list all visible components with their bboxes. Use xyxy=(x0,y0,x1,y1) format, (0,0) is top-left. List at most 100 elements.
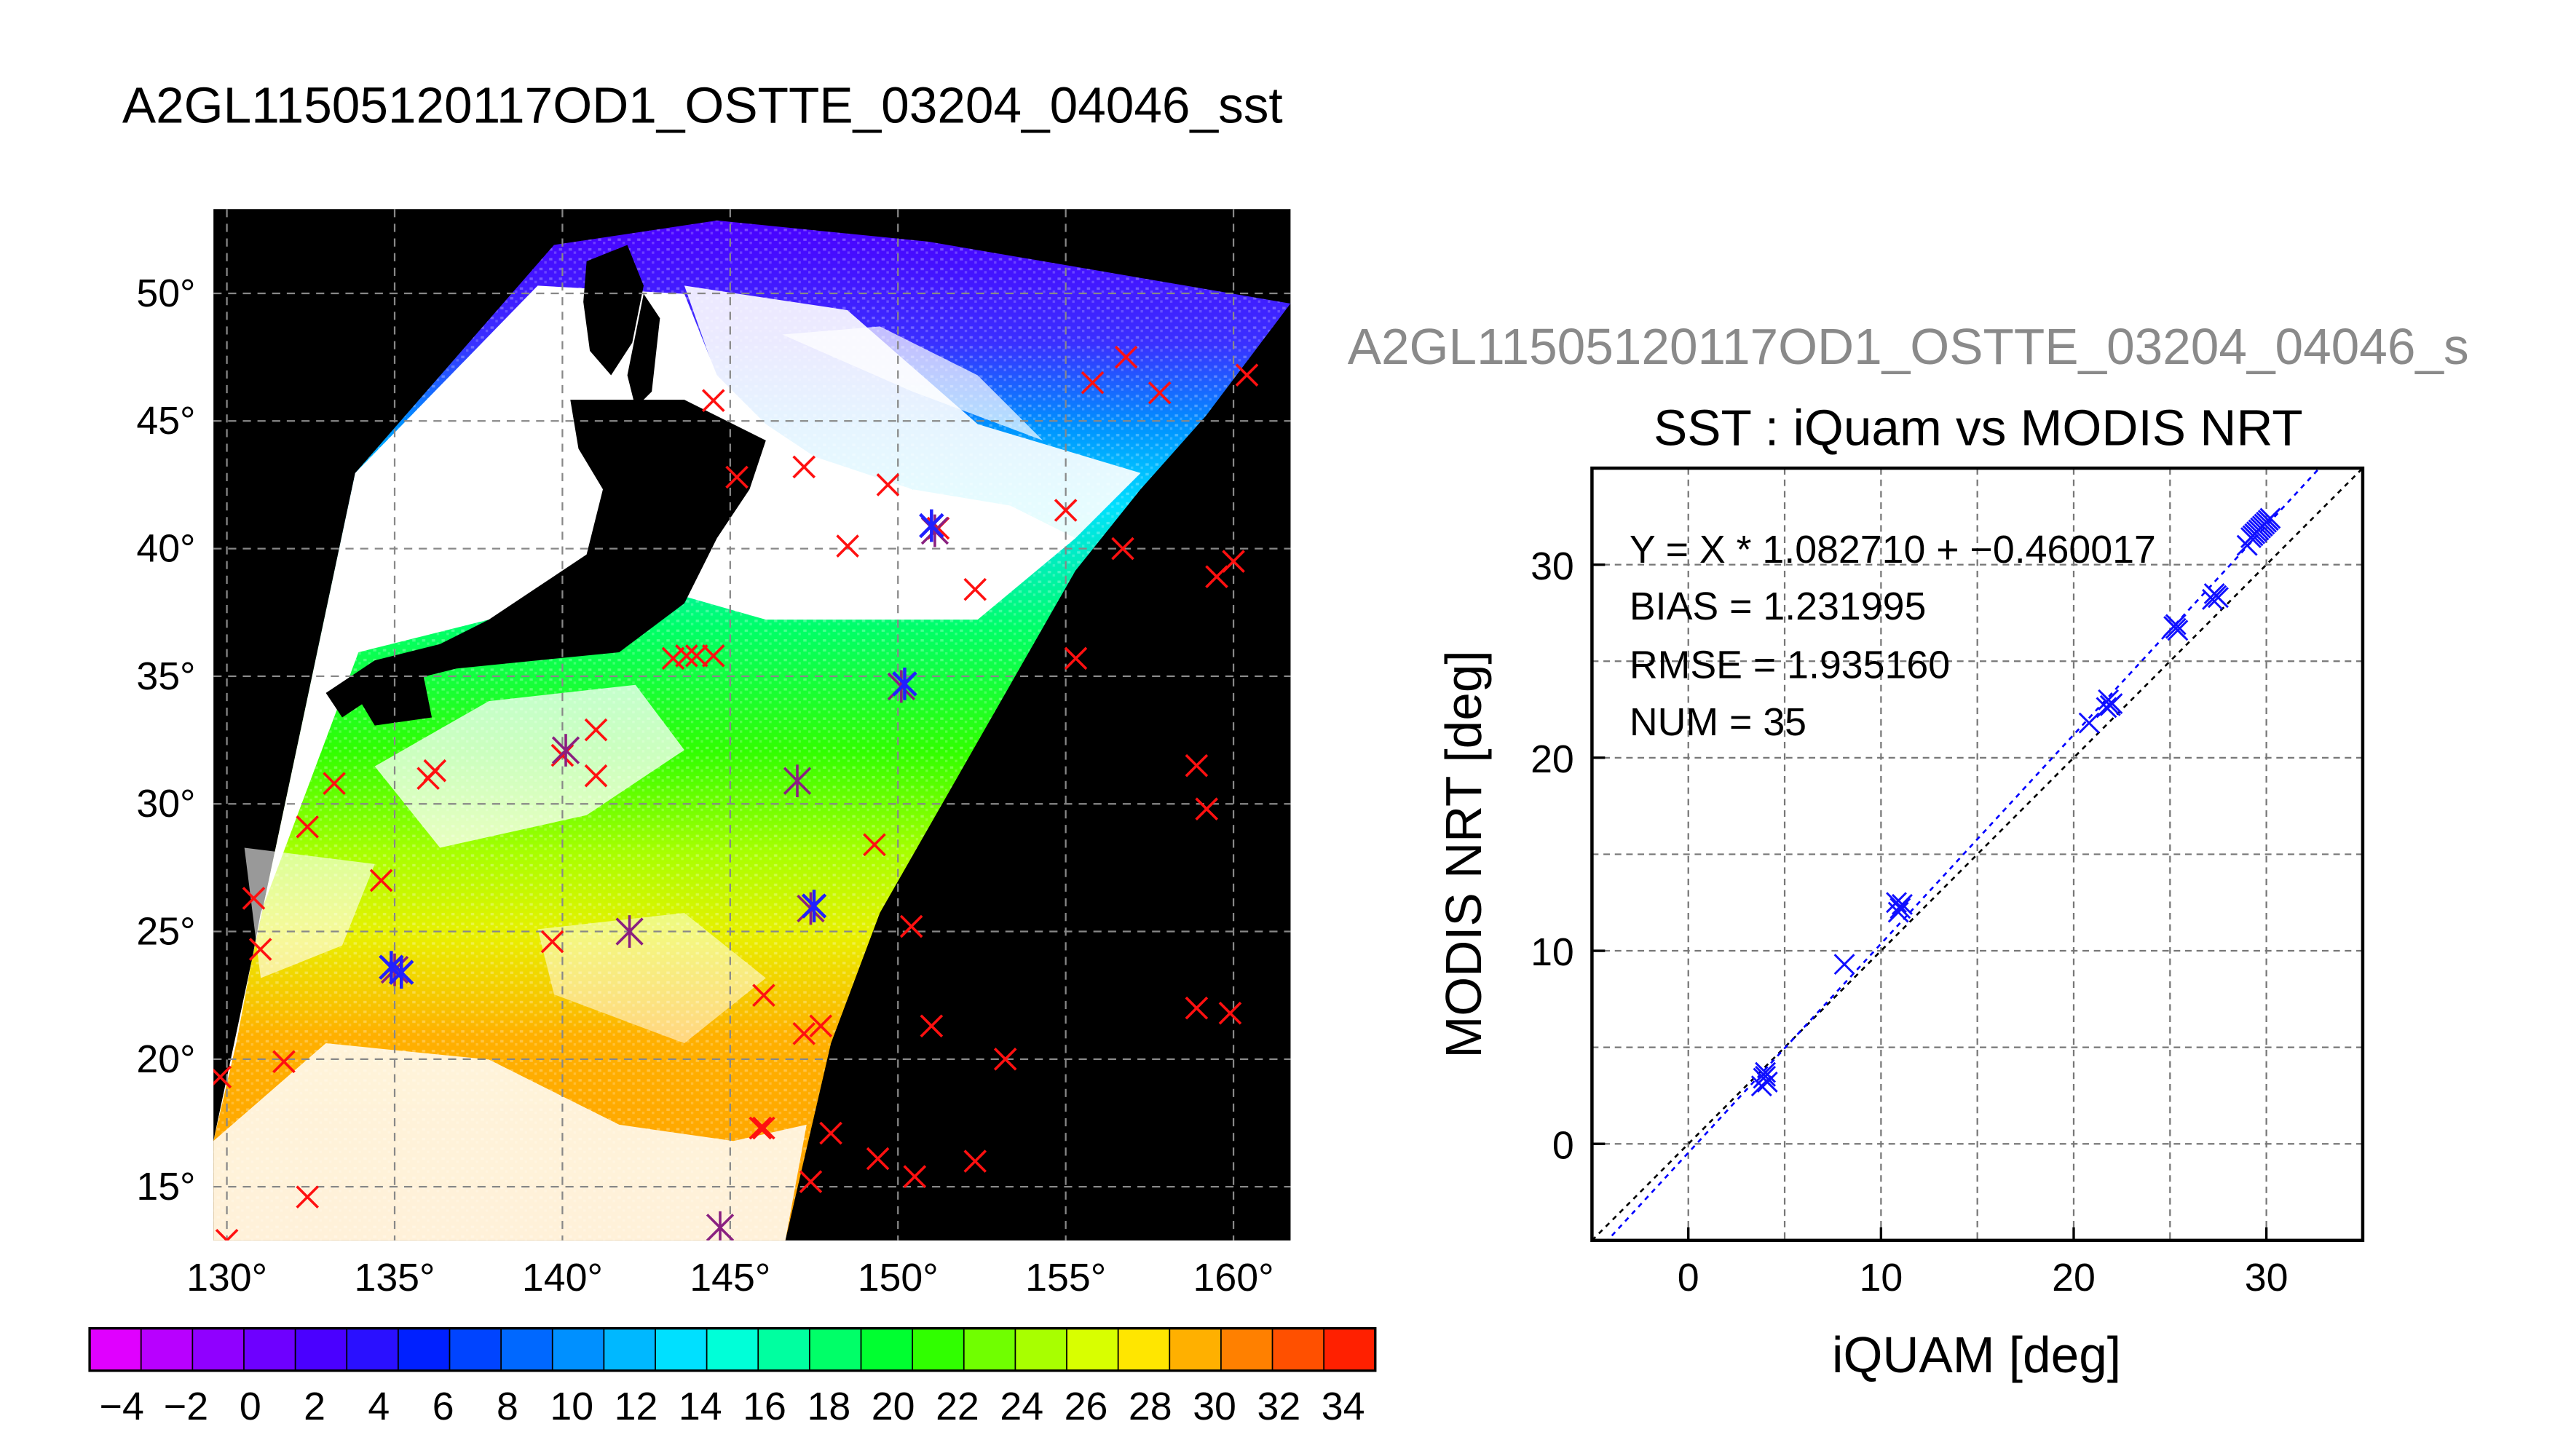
second-title: A2GL11505120117OD1_OSTTE_03204_04046_s xyxy=(1348,318,2469,375)
colorbar-cell xyxy=(449,1328,502,1371)
colorbar-border xyxy=(88,1326,1377,1372)
colorbar-tick-label: 14 xyxy=(679,1385,722,1428)
y-tick-label: 20 xyxy=(1531,737,1574,781)
map-marker-red xyxy=(963,577,987,601)
scatter-gridlines xyxy=(1592,468,2363,1241)
map-marker-red xyxy=(215,1229,229,1241)
colorbar-cells xyxy=(90,1328,1376,1371)
map-marker-red xyxy=(863,833,886,857)
map-marker-red xyxy=(584,718,608,742)
scatter-point xyxy=(2236,534,2258,556)
colorbar-tick-label: 12 xyxy=(615,1385,658,1428)
colorbar-tick-label: 18 xyxy=(807,1385,850,1428)
map-marker-red xyxy=(752,1116,775,1140)
map-marker-red xyxy=(792,455,816,479)
lat-tick-label: 30° xyxy=(136,782,195,826)
map-panel: 130° 135° 140° 145° 150° 155° 160° 15° 20° 25° 30°… xyxy=(136,209,1291,1299)
colorbar-tick-label: −4 xyxy=(100,1385,144,1428)
fit-line xyxy=(1606,468,2321,1241)
colorbar-cell xyxy=(295,1328,348,1371)
colorbar-cell xyxy=(861,1328,914,1371)
scatter-point xyxy=(2101,693,2123,715)
main-title: A2GL11505120117OD1_OSTTE_03204_04046_sst xyxy=(122,77,1283,134)
map-marker-red xyxy=(272,1050,296,1074)
scatter-point xyxy=(2203,582,2225,604)
x-tick-label: 20 xyxy=(2052,1256,2096,1299)
map-marker-red xyxy=(701,644,725,668)
scatter-frame-border xyxy=(1590,466,2365,1243)
map-marker-red xyxy=(213,1065,232,1086)
colorbar-tick-label: 2 xyxy=(304,1385,325,1428)
colorbar-cell xyxy=(347,1328,399,1371)
scatter-point xyxy=(1887,901,1909,923)
identity-line xyxy=(1592,468,2363,1241)
map-marker-red xyxy=(1218,1001,1242,1025)
x-tick-label: 0 xyxy=(1678,1256,1699,1299)
map-marker-red xyxy=(323,772,346,795)
swath-edge-right xyxy=(785,304,1291,1241)
map-marker-red xyxy=(903,1165,927,1188)
map-marker-red xyxy=(242,887,266,910)
map-marker-red xyxy=(799,1170,823,1193)
scatter-xlabel: iQUAM [deg] xyxy=(1832,1326,2121,1383)
map-marker-red xyxy=(225,1229,239,1241)
colorbar-cell xyxy=(604,1328,657,1371)
map-marker-red xyxy=(701,389,725,413)
scatter-ylabel: MODIS NRT [deg] xyxy=(1435,650,1492,1058)
lon-tick-label: 135° xyxy=(354,1256,435,1299)
colorbar-cell xyxy=(758,1328,810,1371)
lon-tick-label: 145° xyxy=(690,1256,770,1299)
scatter-point xyxy=(1755,1061,1777,1083)
scatter-point xyxy=(2165,617,2187,639)
colorbar-tick-label: −2 xyxy=(164,1385,208,1428)
lon-tick-label: 160° xyxy=(1193,1256,1274,1299)
map-markers xyxy=(213,345,1259,1241)
y-tick-label: 0 xyxy=(1552,1123,1574,1167)
colorbar-tick-label: 10 xyxy=(550,1385,593,1428)
map-marker-red xyxy=(584,764,608,788)
colorbar-tick-label: 16 xyxy=(743,1385,786,1428)
stat-rmse: RMSE = 1.935160 xyxy=(1630,644,1950,687)
map-marker-red xyxy=(540,930,564,954)
colorbar-tick-label: 0 xyxy=(240,1385,261,1428)
map-gridlines xyxy=(213,209,1291,1241)
y-tick-label: 30 xyxy=(1531,545,1574,588)
scatter-point xyxy=(1889,898,1911,919)
colorbar-cell xyxy=(1324,1328,1376,1371)
scatter-panel: SST : iQuam vs MODIS NRT 0 10 20 300102030 … xyxy=(1435,400,2365,1383)
lon-tick-label: 140° xyxy=(522,1256,603,1299)
map-marker-red xyxy=(684,644,708,668)
map-marker-red xyxy=(1111,537,1134,561)
map-marker-red xyxy=(248,938,272,961)
lat-tick-label: 35° xyxy=(136,654,195,698)
scatter-point xyxy=(2096,697,2117,719)
lat-tick-label: 50° xyxy=(136,272,195,315)
scatter-point xyxy=(2259,507,2281,529)
colorbar-cell xyxy=(706,1328,759,1371)
colorbar-cell xyxy=(1169,1328,1223,1371)
colorbar-cell xyxy=(1220,1328,1273,1371)
map-marker-red xyxy=(963,1150,987,1173)
colorbar-tick-label: 20 xyxy=(872,1385,915,1428)
map-marker-red xyxy=(752,984,775,1008)
colorbar-cell xyxy=(243,1328,296,1371)
map-marker-red xyxy=(1222,550,1245,573)
map-marker-red xyxy=(819,1121,842,1145)
map-marker-red xyxy=(661,646,685,670)
colorbar-cell xyxy=(655,1328,708,1371)
colorbar-cell xyxy=(912,1328,965,1371)
stat-num: NUM = 35 xyxy=(1630,700,1806,744)
colorbar-tick-label: 4 xyxy=(368,1385,390,1428)
x-tick-label: 10 xyxy=(1859,1256,1903,1299)
colorbar-tick-label: 32 xyxy=(1257,1385,1300,1428)
map-marker-red xyxy=(1064,646,1088,670)
map-marker-red xyxy=(899,914,923,938)
lat-tick-label: 15° xyxy=(136,1165,195,1208)
scatter-point xyxy=(1753,1067,1774,1089)
lon-tick-label: 130° xyxy=(186,1256,267,1299)
map-marker-red xyxy=(809,1014,833,1038)
colorbar-cell xyxy=(1118,1328,1171,1371)
land-mask xyxy=(325,245,766,726)
colorbar-tick-label: 26 xyxy=(1065,1385,1108,1428)
